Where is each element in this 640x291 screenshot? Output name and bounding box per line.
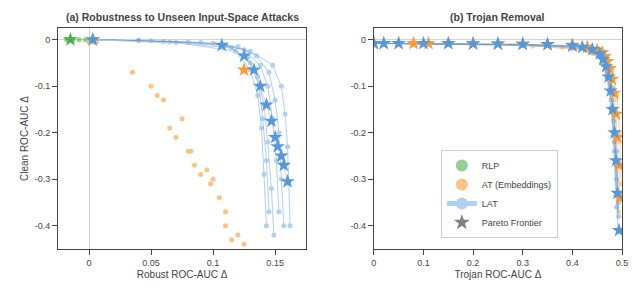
svg-text:0: 0: [371, 258, 376, 268]
svg-text:-0.1: -0.1: [351, 81, 367, 91]
svg-text:0.1: 0.1: [207, 258, 220, 268]
svg-text:0.15: 0.15: [266, 258, 284, 268]
svg-text:0.05: 0.05: [142, 258, 160, 268]
svg-text:0.2: 0.2: [467, 258, 480, 268]
svg-text:Robust ROC-AUC Δ: Robust ROC-AUC Δ: [137, 269, 228, 280]
svg-text:0: 0: [361, 35, 366, 45]
svg-text:-0.2: -0.2: [35, 128, 51, 138]
svg-text:0.3: 0.3: [516, 258, 529, 268]
svg-text:AT (Embeddings): AT (Embeddings): [482, 180, 551, 190]
svg-text:(a) Robustness to Unseen Input: (a) Robustness to Unseen Input-Space Att…: [66, 11, 299, 23]
svg-text:Clean ROC-AUC Δ: Clean ROC-AUC Δ: [19, 96, 30, 181]
svg-text:-0.2: -0.2: [351, 128, 367, 138]
svg-text:LAT: LAT: [482, 199, 498, 209]
svg-text:-0.3: -0.3: [351, 174, 367, 184]
svg-text:-0.4: -0.4: [35, 221, 51, 231]
svg-text:RLP: RLP: [482, 161, 500, 171]
svg-text:0.5: 0.5: [616, 258, 629, 268]
svg-text:-0.1: -0.1: [35, 81, 51, 91]
svg-text:-0.4: -0.4: [351, 221, 367, 231]
svg-text:(b) Trojan Removal: (b) Trojan Removal: [450, 11, 545, 23]
svg-text:Pareto Frontier: Pareto Frontier: [482, 218, 542, 228]
svg-text:0.1: 0.1: [417, 258, 430, 268]
svg-text:-0.3: -0.3: [35, 174, 51, 184]
svg-text:Trojan ROC-AUC Δ: Trojan ROC-AUC Δ: [454, 269, 541, 280]
svg-text:0.4: 0.4: [566, 258, 579, 268]
svg-text:0: 0: [87, 258, 92, 268]
svg-text:0: 0: [45, 35, 50, 45]
